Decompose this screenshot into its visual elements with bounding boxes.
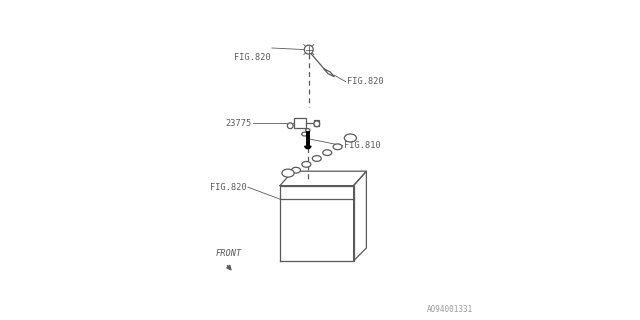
Circle shape — [314, 121, 320, 127]
Circle shape — [304, 45, 314, 54]
Bar — [314, 120, 319, 126]
Text: FIG.810: FIG.810 — [344, 141, 381, 150]
Polygon shape — [324, 69, 334, 77]
Text: FIG.820: FIG.820 — [347, 77, 384, 86]
Ellipse shape — [282, 169, 294, 177]
Ellipse shape — [333, 144, 342, 150]
Circle shape — [287, 123, 293, 129]
Ellipse shape — [292, 167, 301, 173]
Ellipse shape — [302, 162, 311, 167]
Text: FIG.820: FIG.820 — [234, 53, 270, 62]
Bar — [294, 118, 307, 128]
Text: A094001331: A094001331 — [428, 305, 474, 314]
Ellipse shape — [306, 129, 310, 132]
Ellipse shape — [344, 134, 356, 142]
Text: FIG.820: FIG.820 — [210, 183, 246, 192]
Text: FRONT: FRONT — [216, 249, 243, 258]
Ellipse shape — [302, 132, 307, 136]
Text: 23775: 23775 — [225, 119, 251, 128]
Ellipse shape — [323, 150, 332, 156]
Ellipse shape — [312, 156, 321, 161]
